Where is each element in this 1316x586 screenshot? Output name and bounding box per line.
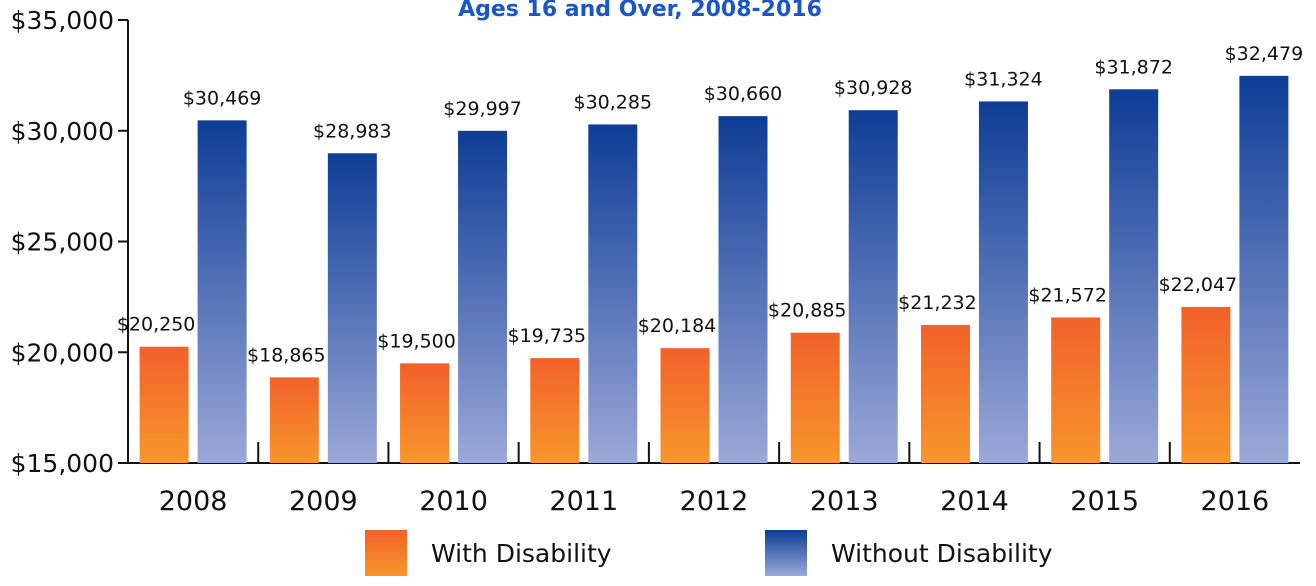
bar-without-disability-2015 [1109,89,1159,463]
y-tick-label: $30,000 [11,117,114,146]
bar-with-disability-2015 [1051,317,1101,463]
bar-with-disability-2014 [920,324,970,463]
data-label-without-disability-2014: $31,324 [964,68,1043,90]
bar-with-disability-2009 [269,377,319,463]
x-tick-label: 2011 [549,486,618,517]
legend-label-with-disability: With Disability [431,538,612,568]
data-label-without-disability-2012: $30,660 [704,83,783,105]
legend-swatch-with-disability [365,530,407,576]
data-label-with-disability-2011: $19,735 [507,325,586,347]
bar-without-disability-2013 [848,110,898,464]
bar-with-disability-2013 [790,332,840,463]
data-label-without-disability-2013: $30,928 [834,77,913,99]
data-label-with-disability-2009: $18,865 [247,344,326,366]
x-tick-label: 2015 [1070,486,1139,517]
x-tick-label: 2010 [419,486,488,517]
bar-with-disability-2010 [400,363,450,463]
legend-item-with-disability: With Disability [365,530,612,576]
legend-label-without-disability: Without Disability [831,538,1053,568]
data-label-with-disability-2008: $20,250 [117,314,196,336]
data-label-with-disability-2012: $20,184 [638,315,717,337]
x-tick-label: 2012 [680,486,749,517]
data-label-without-disability-2011: $30,285 [573,91,652,113]
y-tick-label: $15,000 [11,449,114,478]
x-tick-label: 2009 [289,486,358,517]
chart-title: Ages 16 and Over, 2008-2016 [458,0,822,22]
y-tick-label: $25,000 [11,228,114,257]
bar-without-disability-2008 [197,120,247,464]
data-label-with-disability-2010: $19,500 [377,330,456,352]
data-label-without-disability-2010: $29,997 [443,98,522,120]
x-tick-label: 2008 [159,486,228,517]
data-label-with-disability-2015: $21,572 [1028,284,1107,306]
legend-item-without-disability: Without Disability [765,530,1053,576]
bar-chart: $15,000 $20,000 $25,000 $30,000 $35,000 $20,… [11,6,1304,517]
x-tick-label: 2016 [1201,486,1270,517]
data-label-with-disability-2013: $20,885 [768,300,847,322]
y-tick-label: $20,000 [11,338,114,367]
bar-without-disability-2012 [718,116,768,464]
bar-with-disability-2012 [660,348,710,463]
bar-without-disability-2016 [1239,75,1289,463]
bar-without-disability-2014 [978,101,1028,463]
bar-with-disability-2016 [1181,306,1231,463]
data-label-without-disability-2008: $30,469 [183,87,262,109]
chart-axes: $15,000 $20,000 $25,000 $30,000 $35,000 [11,6,1300,478]
chart-bars [139,75,1289,464]
bar-with-disability-2011 [530,358,580,463]
bar-without-disability-2010 [458,130,508,463]
data-label-without-disability-2016: $32,479 [1225,43,1304,65]
bar-with-disability-2008 [139,346,189,463]
bar-without-disability-2011 [588,124,638,463]
x-tick-label: 2013 [810,486,879,517]
data-label-without-disability-2015: $31,872 [1094,56,1173,78]
legend-swatch-without-disability [765,530,807,576]
bar-without-disability-2009 [327,153,377,463]
chart-labels: $20,250 $30,469 2008 $18,865 $28,983 2009 $19,… [117,43,1303,517]
x-tick-label: 2014 [940,486,1009,517]
data-label-with-disability-2016: $22,047 [1159,274,1238,296]
data-label-with-disability-2014: $21,232 [898,292,977,314]
data-label-without-disability-2009: $28,983 [313,120,392,142]
y-tick-label: $35,000 [11,6,114,35]
